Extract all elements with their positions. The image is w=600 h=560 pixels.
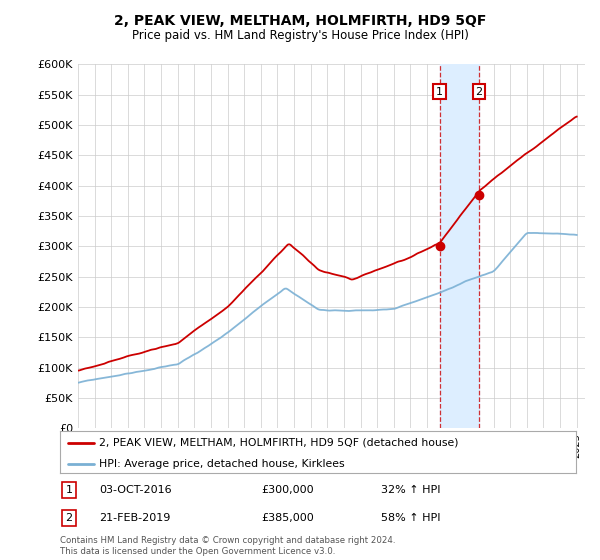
Text: HPI: Average price, detached house, Kirklees: HPI: Average price, detached house, Kirk… — [98, 459, 344, 469]
Text: £300,000: £300,000 — [261, 485, 314, 495]
Text: 2, PEAK VIEW, MELTHAM, HOLMFIRTH, HD9 5QF (detached house): 2, PEAK VIEW, MELTHAM, HOLMFIRTH, HD9 5Q… — [98, 438, 458, 448]
Text: 2: 2 — [65, 513, 73, 523]
Bar — [440, 64, 479, 428]
Text: 58% ↑ HPI: 58% ↑ HPI — [381, 513, 440, 523]
Text: 1: 1 — [65, 485, 73, 495]
Text: 32% ↑ HPI: 32% ↑ HPI — [381, 485, 440, 495]
Text: 21-FEB-2019: 21-FEB-2019 — [99, 513, 170, 523]
Text: 03-OCT-2016: 03-OCT-2016 — [99, 485, 172, 495]
Text: 2, PEAK VIEW, MELTHAM, HOLMFIRTH, HD9 5QF: 2, PEAK VIEW, MELTHAM, HOLMFIRTH, HD9 5Q… — [114, 14, 486, 28]
Text: Price paid vs. HM Land Registry's House Price Index (HPI): Price paid vs. HM Land Registry's House … — [131, 29, 469, 42]
Text: £385,000: £385,000 — [261, 513, 314, 523]
Text: 2: 2 — [476, 87, 482, 97]
Text: 1: 1 — [436, 87, 443, 97]
Text: Contains HM Land Registry data © Crown copyright and database right 2024.
This d: Contains HM Land Registry data © Crown c… — [60, 536, 395, 556]
